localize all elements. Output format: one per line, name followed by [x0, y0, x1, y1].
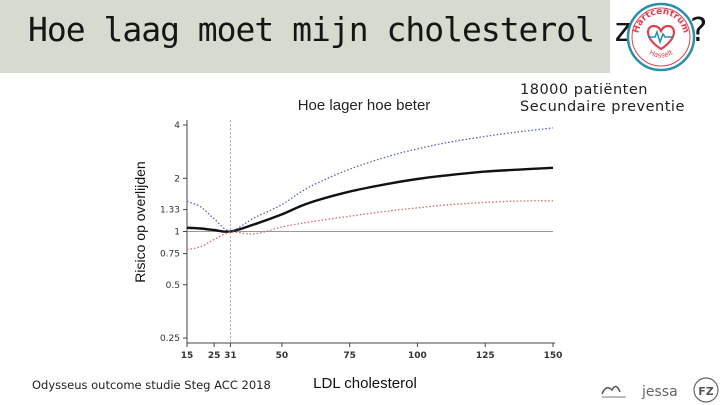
y-tick-label: 1	[174, 228, 180, 238]
logo-ring	[626, 2, 696, 72]
x-tick-label: 75	[343, 351, 356, 361]
title-band	[0, 0, 610, 73]
y-tick-label: 0.5	[166, 281, 180, 291]
slide-title: Hoe laag moet mijn cholesterol zijn?	[28, 10, 708, 49]
study-note: 18000 patiënten Secundaire preventie	[520, 82, 685, 116]
y-tick-label: 2	[174, 174, 180, 184]
tfz-logo: FZ	[693, 377, 719, 403]
x-tick-label: 100	[408, 351, 427, 361]
x-tick-label: 31	[224, 351, 237, 361]
y-tick-label: 1.33	[160, 206, 180, 216]
y-axis-label: Risico op overlijden	[132, 161, 148, 282]
logo-inner-ring	[631, 7, 691, 67]
x-tick-label: 125	[476, 351, 495, 361]
x-tick-label: 150	[544, 351, 563, 361]
series-line-estimate	[186, 166, 554, 233]
x-tick-label: 15	[181, 351, 194, 361]
source-citation: Odysseus outcome studie Steg ACC 2018	[32, 378, 271, 392]
heart-icon	[647, 24, 675, 51]
y-tick-label: 0.75	[160, 250, 180, 260]
jessa-logo: jessa	[641, 384, 678, 400]
chart-title: Hoe lager hoe beter	[298, 97, 431, 114]
note-patients: 18000 patiënten	[520, 82, 648, 98]
x-tick-label: 50	[276, 351, 289, 361]
heartbeat-icon	[648, 29, 674, 45]
series-line-lower-ci	[186, 200, 554, 251]
y-tick-label: 0.25	[160, 334, 180, 344]
x-axis-label: LDL cholesterol	[313, 375, 417, 392]
hartcentrum-logo: Hartcentrum Hasselt	[626, 2, 696, 72]
note-prevention: Secundaire preventie	[520, 99, 685, 115]
y-tick-label: 4	[174, 121, 180, 131]
svg-text:FZ: FZ	[698, 385, 714, 398]
logo-text-bottom: Hasselt	[648, 48, 675, 59]
hospital-logo-small	[601, 385, 626, 398]
x-tick-label: 25	[208, 351, 221, 361]
series-line-upper-ci	[186, 127, 554, 232]
footer-logos: jessa FZ	[601, 377, 719, 403]
